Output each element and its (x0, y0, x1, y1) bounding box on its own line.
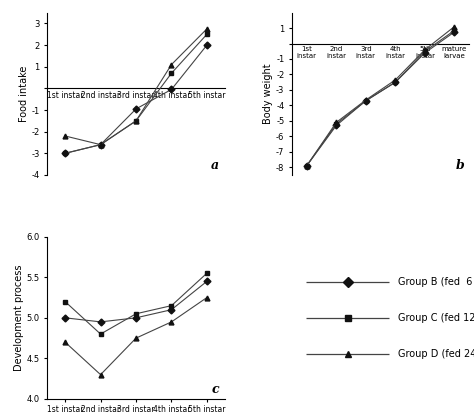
Text: a: a (211, 159, 219, 172)
Y-axis label: Development process: Development process (14, 265, 24, 371)
Y-axis label: Food intake: Food intake (18, 66, 28, 122)
Text: b: b (455, 159, 464, 172)
Text: c: c (212, 383, 219, 396)
Text: Group D (fed 24 h/d): Group D (fed 24 h/d) (398, 349, 474, 359)
Y-axis label: Body weight: Body weight (263, 63, 273, 124)
Text: Group C (fed 12 h/d): Group C (fed 12 h/d) (398, 313, 474, 323)
Text: Group B (fed  6 h/d): Group B (fed 6 h/d) (398, 277, 474, 287)
